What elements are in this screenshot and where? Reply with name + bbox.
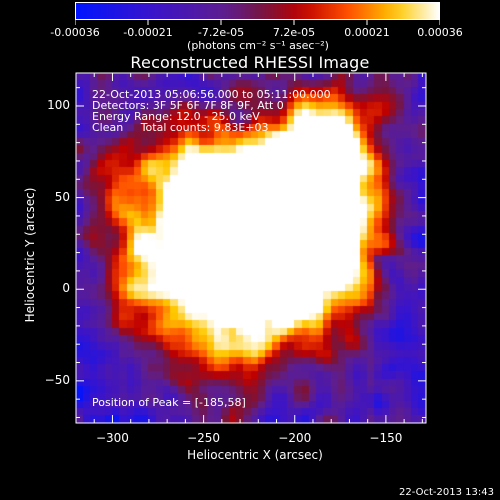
y-tick-label: 100 — [47, 97, 70, 112]
colorbar — [75, 2, 440, 20]
colorbar-tick-label: 7.2e-05 — [272, 26, 316, 39]
timestamp-footer: 22-Oct-2013 13:43 — [399, 487, 494, 498]
y-tick-label: 50 — [54, 189, 70, 204]
x-tick-label: −200 — [278, 431, 312, 445]
x-tick-label: −150 — [369, 431, 403, 445]
colorbar-unit: (photons cm⁻² s⁻¹ asec⁻²) — [187, 39, 329, 52]
y-tick-label: 0 — [62, 281, 70, 296]
y-tick-label: −50 — [44, 372, 70, 387]
info-peak-position: Position of Peak = [-185,58] — [92, 396, 246, 409]
image-heatmap — [76, 73, 426, 423]
info-energy-range: Energy Range: 12.0 - 25.0 keV — [92, 110, 260, 123]
x-tick-label: −250 — [187, 431, 221, 445]
plot-frame — [75, 72, 427, 424]
x-tick-label: −300 — [95, 431, 129, 445]
y-axis-label: Heliocentric Y (arcsec) — [23, 187, 37, 323]
colorbar-tick-label: -7.2e-05 — [197, 26, 245, 39]
x-axis-label: Heliocentric X (arcsec) — [187, 448, 323, 462]
colorbar-tick-label: 0.00036 — [417, 26, 463, 39]
info-total-counts: Clean Total counts: 9.83E+03 — [92, 121, 269, 134]
colorbar-ticks — [75, 20, 440, 25]
info-detectors: Detectors: 3F 5F 6F 7F 8F 9F, Att 0 — [92, 99, 284, 112]
colorbar-tick-label: -0.00036 — [50, 26, 100, 39]
colorbar-tick-label: 0.00021 — [344, 26, 390, 39]
info-time-range: 22-Oct-2013 05:06:56.000 to 05:11:00.000 — [92, 88, 331, 101]
colorbar-tick-label: -0.00021 — [123, 26, 173, 39]
plot-title: Reconstructed RHESSI Image — [130, 53, 370, 72]
